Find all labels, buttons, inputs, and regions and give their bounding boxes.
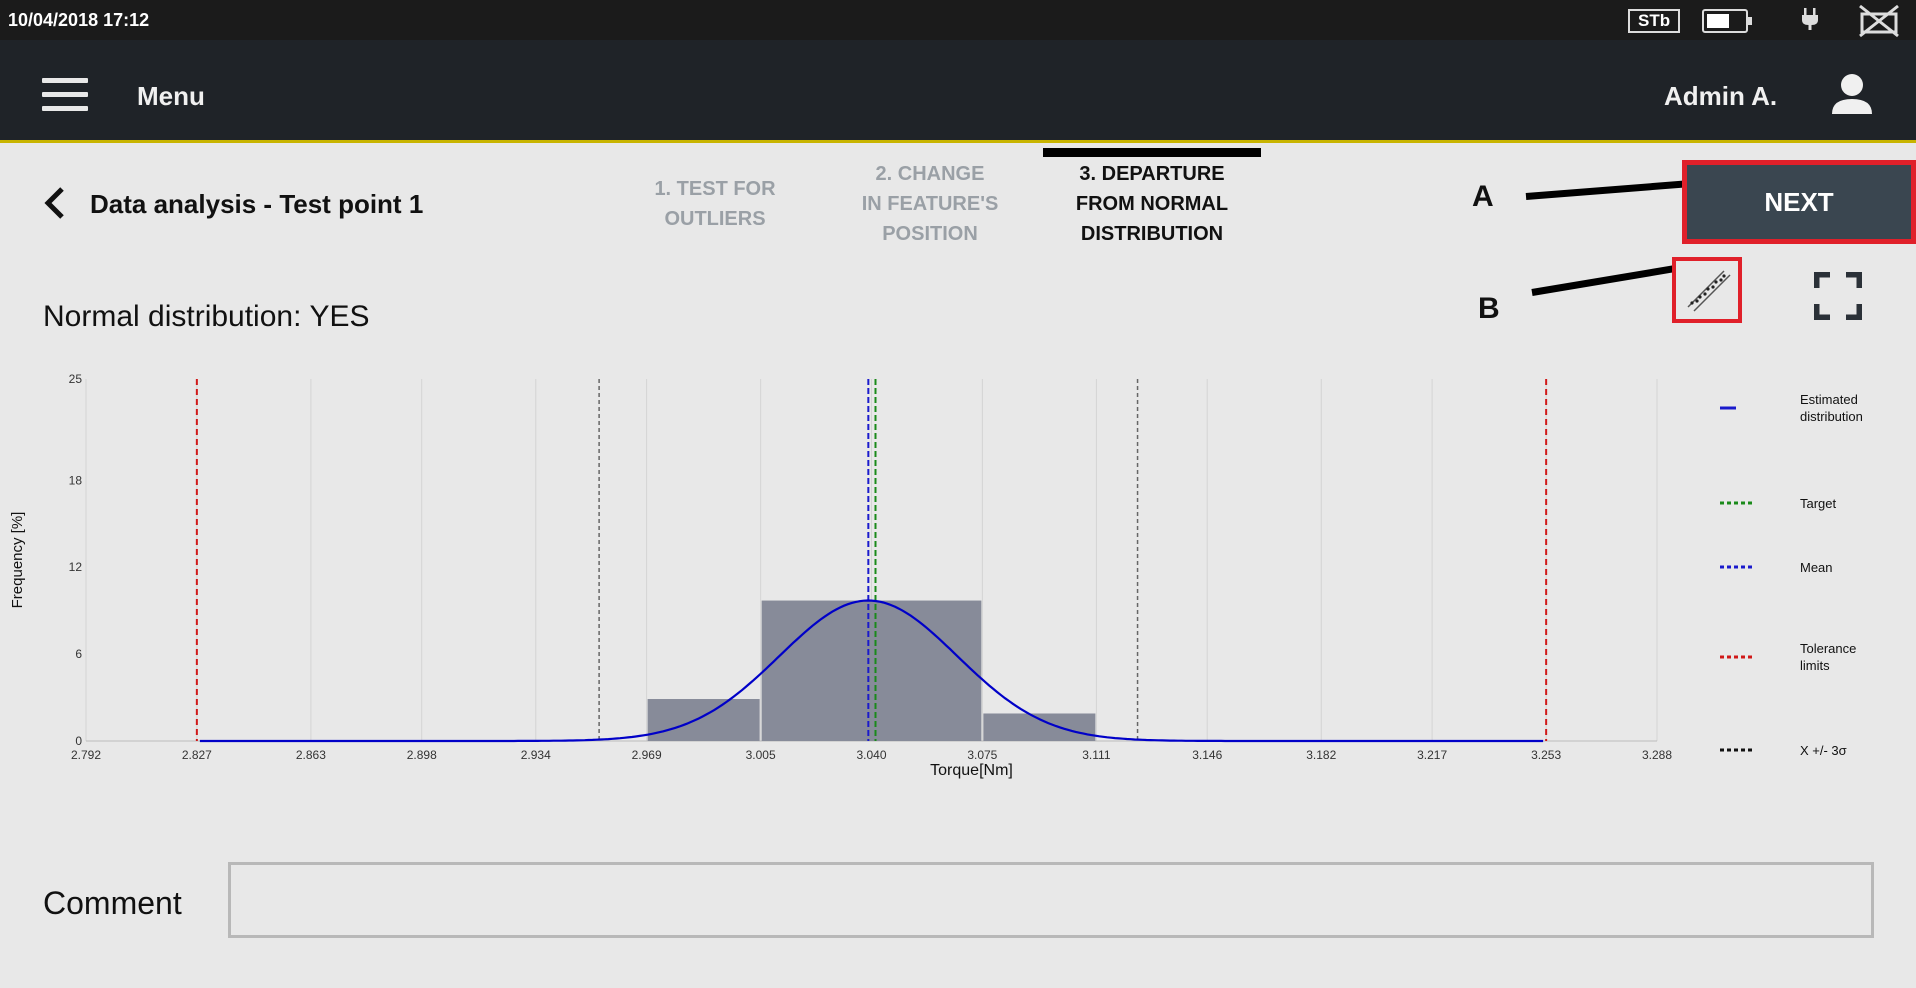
x-tick-label: 3.005 [746, 748, 776, 762]
histogram-bar [983, 713, 1096, 741]
annotation-b: B [1478, 292, 1500, 325]
step-label-line: POSITION [882, 223, 978, 245]
histogram-chart: 2.792 2.827 2.863 2.898 2.934 2.969 3.005 3.040… [9, 372, 1863, 779]
probability-plot-button[interactable] [1672, 257, 1742, 323]
page-title: Data analysis - Test point 1 [90, 189, 424, 219]
y-tick-label: 12 [69, 560, 83, 574]
step-label-line: 2. CHANGE [875, 163, 985, 185]
x-tick-label: 2.969 [632, 748, 662, 762]
y-tick-label: 18 [69, 473, 83, 487]
result-value: YES [309, 300, 370, 333]
user-avatar-icon[interactable] [1830, 72, 1874, 116]
legend-label-line: distribution [1800, 409, 1863, 424]
user-name[interactable]: Admin A. [1664, 81, 1778, 111]
comment-input[interactable] [228, 862, 1874, 938]
legend-label: X +/- 3σ [1800, 743, 1847, 758]
x-tick-label: 3.217 [1417, 748, 1447, 762]
status-datetime: 10/04/2018 17:12 [8, 10, 150, 30]
step-label-line: OUTLIERS [664, 208, 766, 230]
fullscreen-icon[interactable] [1814, 272, 1862, 320]
x-tick-label: 3.288 [1642, 748, 1672, 762]
legend-label-line: Tolerance [1800, 641, 1856, 656]
top-navbar: Menu Admin A. [0, 40, 1916, 143]
x-tick-label: 2.827 [182, 748, 212, 762]
step-test-outliers[interactable]: 1. TEST FOR OUTLIERS [640, 174, 790, 234]
y-tick-label: 6 [75, 647, 82, 661]
x-tick-label: 2.898 [407, 748, 437, 762]
x-tick-label: 2.863 [296, 748, 326, 762]
y-tick-label: 25 [69, 372, 83, 386]
x-tick-label: 3.253 [1531, 748, 1561, 762]
x-tick-label: 3.111 [1082, 748, 1111, 762]
active-step-indicator [1043, 148, 1261, 157]
histogram-bar [761, 600, 982, 741]
legend-label: Target [1800, 496, 1837, 511]
annotation-a: A [1472, 180, 1494, 213]
step-departure-normal[interactable]: 3. DEPARTURE FROM NORMAL DISTRIBUTION [1043, 159, 1261, 249]
x-tick-label: 2.934 [521, 748, 551, 762]
x-tick-label: 2.792 [71, 748, 101, 762]
step-label-line: 3. DEPARTURE [1079, 163, 1225, 185]
power-plug-icon [1802, 8, 1818, 30]
x-tick-label: 3.182 [1306, 748, 1336, 762]
legend-label: Mean [1800, 560, 1833, 575]
step-label-line: 1. TEST FOR [654, 178, 776, 200]
battery-icon [1702, 9, 1752, 33]
stb-indicator: STb [1628, 9, 1681, 33]
step-label-line: DISTRIBUTION [1080, 223, 1224, 245]
comment-label: Comment [43, 885, 182, 921]
x-tick-label: 3.075 [967, 748, 997, 762]
x-tick-label: 3.146 [1192, 748, 1222, 762]
annotation-b-line [1531, 265, 1675, 296]
step-label-line: IN FEATURE'S [861, 193, 999, 215]
result-label: Normal distribution: [43, 300, 302, 333]
y-tick-label: 0 [75, 734, 82, 748]
annotation-a-line [1525, 180, 1690, 200]
x-tick-label: 3.040 [856, 748, 886, 762]
next-button[interactable]: NEXT [1687, 165, 1911, 239]
step-label-line: FROM NORMAL [1075, 193, 1229, 215]
network-disconnected-icon [1859, 4, 1899, 38]
step-change-position[interactable]: 2. CHANGE IN FEATURE'S POSITION [855, 159, 1005, 249]
legend-label-line: limits [1800, 658, 1830, 673]
status-bar: 10/04/2018 17:12 STb [0, 0, 1916, 40]
menu-label[interactable]: Menu [137, 81, 205, 111]
legend-label-line: Estimated [1800, 392, 1858, 407]
scatter-trend-icon [1687, 270, 1731, 312]
back-chevron-icon[interactable] [40, 185, 70, 221]
hamburger-menu-icon[interactable] [42, 78, 88, 112]
histogram-bar [647, 699, 760, 741]
estimated-distribution-curve [199, 599, 1544, 743]
x-axis-label: Torque[Nm] [930, 762, 1013, 779]
y-axis-label: Frequency [%] [9, 512, 26, 609]
normal-distribution-result: Normal distribution: YES [43, 300, 369, 334]
